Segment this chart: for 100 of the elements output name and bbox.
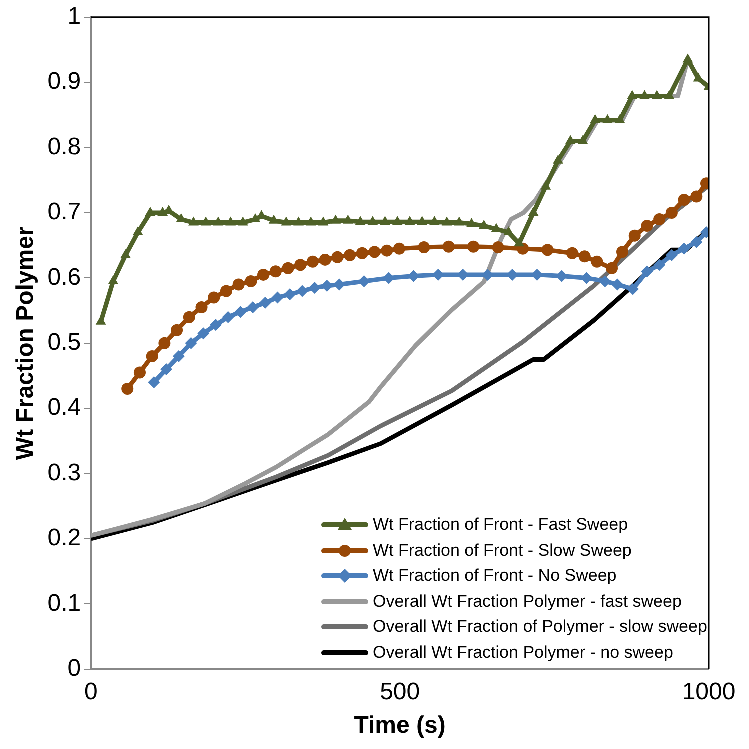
point [220,285,232,298]
point [272,292,284,304]
point [654,214,666,226]
point [318,216,329,226]
point [578,250,591,263]
point [183,311,196,324]
point [342,214,354,224]
y-tick-label: 1 [68,3,82,30]
point [392,216,403,226]
point [599,275,612,288]
point [196,302,208,314]
point [640,90,650,100]
point [468,240,480,253]
point [514,238,525,247]
point [666,207,678,219]
point [418,242,430,254]
y-axis-title: Wt Fraction Polymer [12,226,40,460]
point [282,262,294,274]
legend-label: Wt Fraction of Front - Fast Sweep [373,515,628,536]
legend-label: Wt Fraction of Front - No Sweep [373,566,617,586]
point [628,230,641,242]
point [356,247,368,260]
point [120,249,131,258]
point [238,216,248,226]
x-tick-label: 1000 [682,678,736,706]
point [268,214,280,224]
point [368,216,378,226]
point [542,244,554,256]
point [222,311,234,324]
x-tick-label: 500 [380,678,420,706]
point [652,90,662,100]
y-tick-label: 0.9 [48,68,82,96]
y-tick-label: 0.2 [48,524,82,552]
point [148,376,160,389]
point [245,275,258,288]
y-tick-label: 0.8 [48,133,82,160]
legend-label: Overall Wt Fraction Polymer - fast sweep [373,592,682,612]
point [172,350,185,362]
point [355,216,366,226]
point [294,216,304,226]
point [330,214,342,224]
point [208,292,220,304]
point [492,242,504,254]
point [578,135,588,144]
point [393,242,406,255]
y-tick-label: 0.6 [48,264,82,291]
point [270,266,282,278]
point [381,244,394,257]
point [627,90,638,100]
point [132,226,144,236]
point [296,285,308,298]
point [641,220,654,232]
point [606,262,618,274]
point [442,240,455,253]
point [122,383,134,396]
point [368,246,381,258]
point [614,114,626,124]
point [591,256,604,268]
point [417,216,428,226]
point [404,216,416,226]
point [134,366,146,379]
point [654,259,666,272]
point [185,337,198,350]
point [319,254,332,266]
y-tick-label: 0.4 [48,394,82,422]
legend-label: Wt Fraction of Front - Slow Sweep [373,540,632,561]
point [380,216,390,226]
point [454,216,465,226]
point [332,251,344,264]
point [158,337,171,350]
point [294,259,307,272]
point [226,216,236,226]
point [258,268,270,281]
point [690,190,703,203]
point [145,207,156,216]
point [108,275,119,284]
y-tick-label: 0 [68,655,82,682]
point [198,328,210,340]
point [171,324,184,336]
point [308,282,321,294]
point [306,216,316,226]
point [442,216,452,226]
point [612,278,624,291]
legend-label: Overall Wt Fraction of Polymer - slow sweep [373,617,708,638]
point [200,216,212,226]
point [234,306,247,318]
point [259,296,272,309]
point [306,256,319,268]
point [528,207,539,216]
point [466,218,477,228]
point [504,226,514,236]
point [247,302,260,314]
point [344,249,356,262]
point [590,114,601,124]
point [210,319,222,332]
point [565,135,576,144]
point [540,180,552,190]
point [160,363,173,376]
point [281,216,292,226]
point [158,207,168,216]
